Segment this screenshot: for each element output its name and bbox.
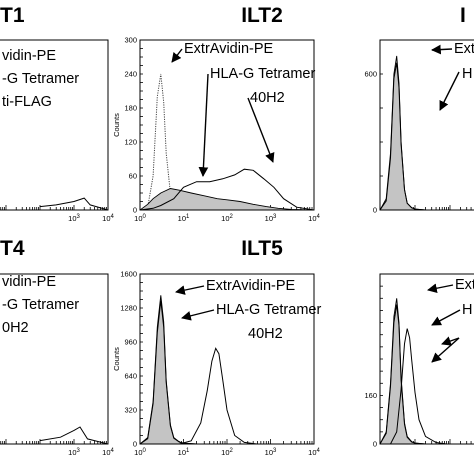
histogram-outline-2 — [140, 300, 197, 444]
annotation-arrow — [175, 285, 205, 295]
annotation-arrow — [171, 48, 183, 63]
annotation-label: Ext — [454, 41, 474, 57]
annotation-arrow — [441, 336, 460, 346]
x-tick-label: 104 — [102, 214, 114, 223]
annotation-label: 40H2 — [250, 90, 285, 106]
x-tick-label: 100 — [134, 214, 146, 223]
annotation-label: -G Tetramer — [2, 297, 79, 313]
annotation-label: ExtrAvidin-PE — [206, 278, 296, 294]
y-tick-label: 120 — [124, 138, 137, 147]
y-axis-label: Counts — [112, 347, 121, 371]
y-axis-label: Counts — [112, 113, 121, 137]
panel-1: 103 104 vidin-PE -G Tetramer ti-FLAG — [0, 39, 115, 223]
panel-6: 0 160 Ext H — [364, 273, 474, 449]
y-tick-label: 1600 — [120, 270, 137, 279]
y-tick-label: 300 — [124, 36, 137, 45]
x-tick-label: 100 — [134, 448, 146, 457]
annotation-arrow — [431, 44, 453, 55]
annotation-arrow — [431, 309, 461, 326]
y-tick-label: 1280 — [120, 304, 137, 313]
annotation-arrow — [198, 73, 209, 177]
x-tick-label: 104 — [308, 448, 320, 457]
panel-title: T1 — [0, 4, 25, 27]
panel-title: ILT2 — [241, 4, 283, 27]
y-tick-label: 960 — [124, 338, 137, 347]
x-tick-label: 102 — [221, 448, 233, 457]
annotation-label: vidin-PE — [2, 274, 56, 290]
x-tick-label: 103 — [265, 448, 277, 457]
histogram-outline-3 — [140, 168, 314, 210]
panel-5: 100 101 102 103 104 0 320 640 960 1280 1600 Counts E… — [112, 270, 321, 458]
y-tick-label: 600 — [364, 70, 377, 79]
annotation-label: vidin-PE — [2, 48, 56, 64]
plot-frame — [0, 39, 109, 211]
annotation-label: ti-FLAG — [2, 94, 52, 110]
panel-title: ILT5 — [241, 237, 283, 260]
histogram-outline-2 — [380, 62, 426, 210]
y-tick-label: 0 — [373, 440, 377, 449]
annotation-label: 0H2 — [2, 320, 29, 336]
annotation-label: -G Tetramer — [2, 71, 79, 87]
y-tick-label: 60 — [129, 172, 137, 181]
x-tick-label: 101 — [178, 214, 190, 223]
histogram-outline-3 — [390, 328, 447, 444]
histogram-filled-2 — [140, 188, 314, 210]
annotation-arrow — [427, 283, 454, 294]
x-tick-label: 102 — [221, 214, 233, 223]
x-tick-label: 104 — [308, 214, 320, 223]
panel-3: 0 600 Ext H — [364, 39, 474, 215]
histogram-outline-1 — [39, 197, 108, 210]
annotation-label: H — [462, 66, 472, 82]
annotation-label: HLA-G Tetramer — [210, 66, 315, 82]
y-tick-label: 320 — [124, 406, 137, 415]
histogram-dotted-1 — [140, 73, 197, 210]
x-tick-label: 103 — [265, 214, 277, 223]
x-tick-label: 104 — [102, 448, 114, 457]
histogram-filled-1 — [380, 55, 426, 210]
y-tick-label: 240 — [124, 70, 137, 79]
annotation-label: HLA-G Tetramer — [216, 302, 321, 318]
annotation-label: ExtrAvidin-PE — [184, 41, 274, 57]
histogram-outline-1 — [39, 426, 108, 444]
y-tick-label: 180 — [124, 104, 137, 113]
panel-4: 103 104 vidin-PE -G Tetramer 0H2 — [0, 273, 115, 457]
x-tick-label: 103 — [68, 214, 80, 223]
y-tick-label: 0 — [133, 440, 137, 449]
histogram-outline-3 — [179, 347, 258, 444]
annotation-label: 40H2 — [248, 326, 283, 342]
panel-title: T4 — [0, 237, 25, 260]
annotation-arrow — [181, 309, 215, 321]
annotation-arrow — [431, 337, 460, 363]
y-tick-label: 640 — [124, 372, 137, 381]
x-tick-label: 101 — [178, 448, 190, 457]
y-tick-label: 160 — [364, 391, 377, 400]
histogram-outline-2 — [380, 304, 426, 444]
annotation-arrow — [247, 97, 275, 163]
histogram-filled-1 — [140, 295, 197, 444]
panel-2: 100 101 102 103 104 0 60 120 180 240 300 Counts Extr… — [112, 36, 321, 224]
annotation-label: Ext — [455, 277, 474, 293]
annotation-arrow — [439, 71, 460, 111]
y-tick-label: 0 — [373, 206, 377, 215]
annotation-label: H — [462, 302, 472, 318]
panel-title: I — [460, 4, 466, 27]
y-tick-label: 0 — [133, 206, 137, 215]
x-tick-label: 103 — [68, 448, 80, 457]
